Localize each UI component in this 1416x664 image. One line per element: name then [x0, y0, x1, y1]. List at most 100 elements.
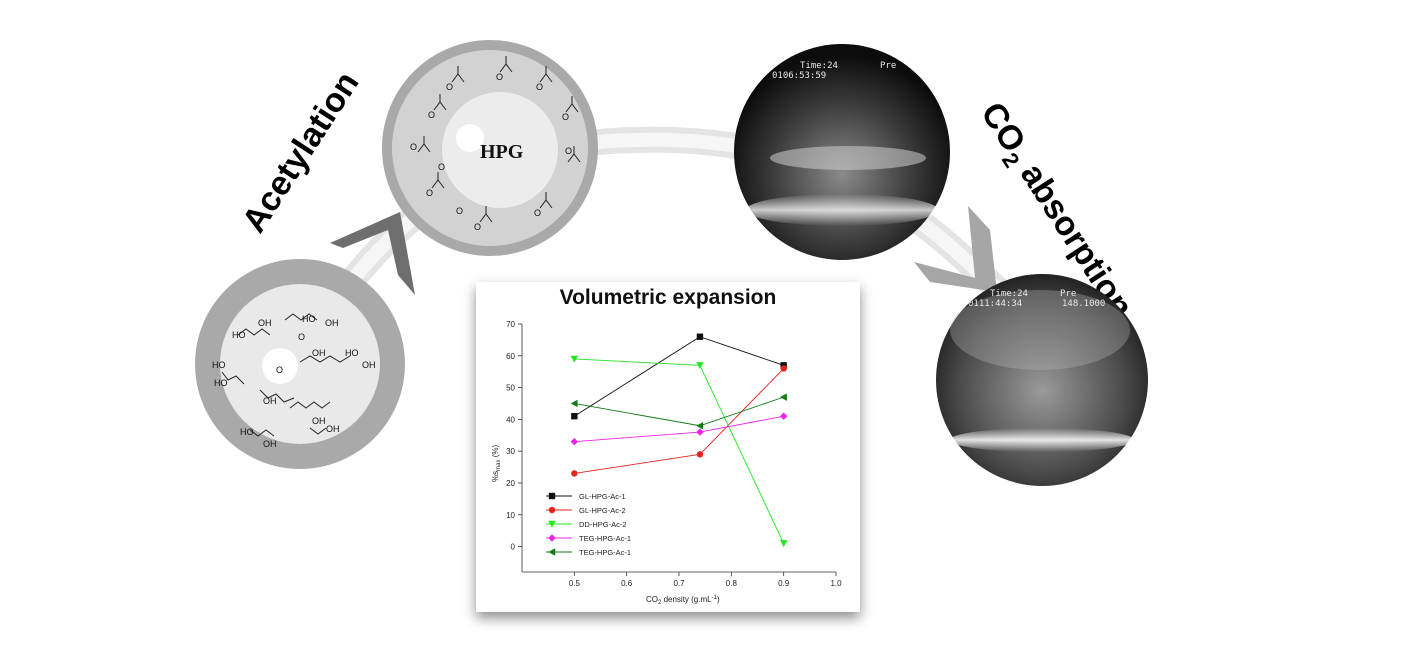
svg-text:OH: OH: [258, 318, 272, 328]
data-point: [696, 362, 704, 370]
series-line: [574, 415, 784, 443]
svg-text:O: O: [474, 222, 481, 232]
x-tick-label: 0.7: [673, 579, 685, 588]
legend-entry: GL-HPG-Ac-1: [546, 492, 626, 501]
data-point: [548, 534, 556, 542]
legend-label: GL-HPG-Ac-1: [579, 492, 626, 501]
acetylation-label: Acetylation: [235, 65, 367, 239]
svg-text:Time:24: Time:24: [990, 289, 1028, 299]
data-point: [548, 492, 556, 500]
y-tick-label: 70: [506, 320, 515, 329]
svg-text:0106:53:59: 0106:53:59: [772, 71, 826, 81]
svg-text:O: O: [446, 82, 453, 92]
chevron-down-icon: [914, 206, 997, 292]
legend-label: TEG-HPG-Ac-1: [579, 548, 631, 557]
svg-text:O: O: [276, 365, 283, 375]
series-teg-hpg-ac-1: [570, 393, 787, 430]
data-point: [571, 470, 578, 477]
svg-text:O: O: [565, 146, 572, 156]
x-tick-label: 0.5: [569, 579, 581, 588]
svg-text:O: O: [410, 142, 417, 152]
svg-text:O: O: [438, 162, 445, 172]
data-point: [779, 412, 788, 420]
svg-text:HO: HO: [214, 378, 228, 388]
y-axis-label: %smax (%): [491, 445, 502, 482]
svg-text:O: O: [426, 188, 433, 198]
svg-text:OH: OH: [362, 360, 376, 370]
chart-plot: 0.5 0.6 0.7 0.8 0.9 1.0 0 10 20 30 40 50 60 70 GL-HPG…: [491, 320, 842, 606]
y-tick-label: 40: [506, 415, 515, 424]
svg-text:HO: HO: [240, 427, 254, 437]
x-tick-label: 0.9: [778, 579, 790, 588]
svg-text:HO: HO: [212, 360, 226, 370]
data-point: [696, 422, 704, 430]
data-point: [570, 437, 579, 446]
y-tick-label: 60: [506, 352, 515, 361]
data-point: [570, 355, 579, 363]
chart-title: Volumetric expansion: [559, 286, 777, 309]
svg-text:OH: OH: [326, 424, 340, 434]
series-line: [574, 368, 784, 474]
svg-text:OH: OH: [312, 348, 326, 358]
data-point: [696, 451, 704, 458]
svg-text:O: O: [534, 208, 541, 218]
svg-text:0111:44:34: 0111:44:34: [968, 299, 1022, 309]
legend-entry: TEG-HPG-Ac-1: [546, 534, 631, 543]
co2-absorption-photo-2: Time:24 0111:44:34 Pre 148.1000: [936, 274, 1148, 486]
series-gl-hpg-ac-2: [571, 365, 787, 477]
svg-text:HO: HO: [232, 330, 246, 340]
series-dd-hpg-ac-2: [570, 355, 788, 548]
y-tick-label: 30: [506, 447, 515, 456]
svg-text:OH: OH: [263, 396, 277, 406]
x-tick-label: 0.6: [621, 579, 633, 588]
svg-text:O: O: [456, 206, 463, 216]
co2-absorption-photo-1: Time:24 0106:53:59 Pre: [734, 44, 950, 260]
y-tick-label: 0: [511, 543, 516, 552]
y-tick-label: 10: [506, 511, 515, 520]
data-point: [548, 506, 556, 514]
svg-text:148.1000: 148.1000: [1062, 299, 1105, 309]
data-point: [779, 540, 788, 548]
x-axis-label: CO2 density (g.mL-1): [646, 595, 720, 606]
series-line: [574, 358, 785, 544]
svg-text:Pre: Pre: [1060, 289, 1076, 299]
x-tick-label: 0.8: [726, 579, 738, 588]
svg-text:O: O: [496, 72, 503, 82]
series-teg-hpg-ac-1: [570, 412, 788, 446]
y-tick-label: 20: [506, 479, 515, 488]
acetylated-hpg-circle: HPG O O O O O O O O O O O O: [382, 40, 598, 256]
y-tick-label: 50: [506, 384, 515, 393]
svg-text:O: O: [298, 332, 305, 342]
hpg-molecule-circle: OH HO HO OH HO HO OH HO OH OH O HO OH OH…: [195, 259, 405, 469]
hpg-label: HPG: [480, 141, 524, 163]
svg-text:OH: OH: [263, 439, 277, 449]
series-gl-hpg-ac-1: [571, 333, 787, 420]
data-point: [570, 399, 578, 408]
data-point: [548, 520, 556, 528]
volumetric-expansion-chart: Volumetric expansion 0.5 0.6 0.7 0.8 0.9 1.0 0…: [476, 282, 860, 612]
svg-text:HO: HO: [345, 348, 359, 358]
data-point: [696, 333, 704, 340]
svg-text:O: O: [428, 110, 435, 120]
x-tick-label: 1.0: [830, 579, 842, 588]
svg-text:Pre: Pre: [880, 61, 896, 71]
data-point: [779, 393, 787, 401]
data-point: [571, 413, 578, 420]
svg-text:Time:24: Time:24: [800, 61, 838, 71]
data-point: [548, 548, 556, 556]
series-line: [574, 396, 784, 427]
svg-text:OH: OH: [312, 416, 326, 426]
legend-label: GL-HPG-Ac-2: [579, 506, 626, 515]
series-line: [574, 336, 784, 417]
svg-text:HO: HO: [302, 314, 316, 324]
legend-entry: TEG-HPG-Ac-1: [546, 548, 631, 557]
svg-text:O: O: [562, 112, 569, 122]
chevron-up-icon: [330, 212, 415, 295]
svg-text:OH: OH: [325, 318, 339, 328]
svg-text:O: O: [536, 82, 543, 92]
data-point: [696, 428, 704, 436]
data-point: [780, 365, 787, 372]
legend-label: TEG-HPG-Ac-1: [579, 534, 631, 543]
legend-entry: GL-HPG-Ac-2: [546, 506, 626, 515]
